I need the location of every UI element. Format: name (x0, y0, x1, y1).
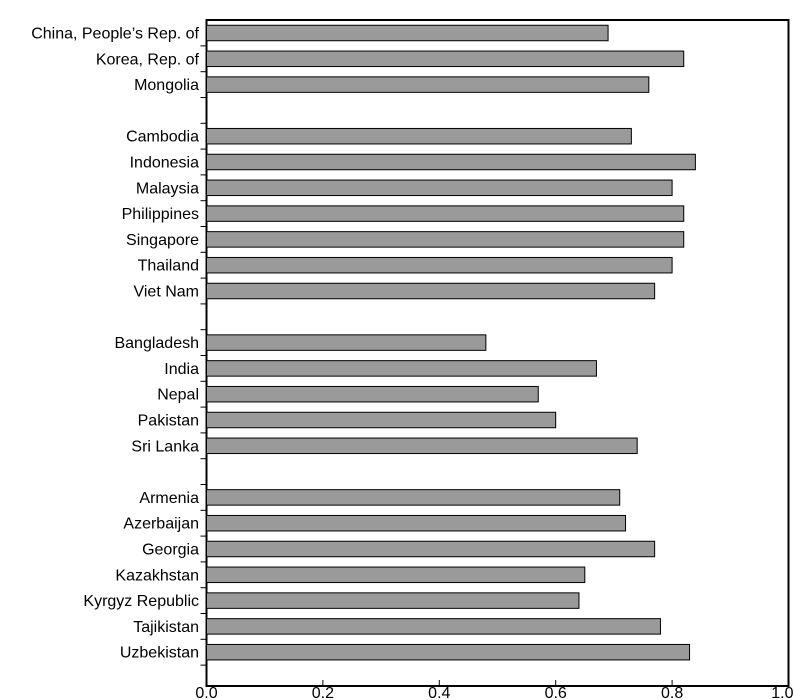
y-ticks-layer (200, 45, 207, 666)
bar-tajikistan (206, 618, 661, 635)
bar-korea-rep-of (206, 50, 685, 68)
bar-bangladesh (206, 334, 487, 351)
category-label-thailand: Thailand (138, 258, 199, 275)
x-ticks-layer: 0.0 0.2 0.4 0.6 0.8 1.0 (195, 680, 794, 700)
bar-kazakhstan (206, 566, 586, 584)
category-label-cambodia: Cambodia (126, 129, 199, 146)
bar-sri-lanka (206, 437, 638, 455)
bars-layer (206, 24, 696, 661)
x-tick-label: 0.6 (545, 685, 567, 700)
bar-kyrgyz-republic (206, 592, 580, 609)
category-label-india: India (164, 361, 199, 378)
category-label-china-people-s-rep-of: China, People’s Rep. of (31, 26, 199, 43)
bar-singapore (206, 231, 685, 248)
category-label-pakistan: Pakistan (138, 413, 199, 430)
bar-china-people-s-rep-of (206, 24, 609, 42)
category-label-uzbekistan: Uzbekistan (120, 645, 199, 662)
category-labels-layer: China, People’s Rep. of Korea, Rep. of Mon… (31, 26, 199, 662)
bar-mongolia (206, 76, 650, 93)
bar-uzbekistan (206, 643, 691, 661)
bar-philippines (206, 205, 685, 222)
category-label-malaysia: Malaysia (136, 180, 199, 197)
x-tick-label: 1.0 (771, 685, 793, 700)
bar-thailand (206, 256, 673, 274)
bar-azerbaijan (206, 514, 627, 532)
x-tick-label: 0.2 (312, 685, 334, 700)
category-label-singapore: Singapore (126, 232, 199, 249)
category-label-mongolia: Mongolia (134, 77, 199, 94)
x-tick-label: 0.4 (428, 685, 450, 700)
x-tick-label: 0.8 (661, 685, 683, 700)
bar-georgia (206, 540, 656, 558)
bar-india (206, 360, 597, 377)
category-label-indonesia: Indonesia (130, 155, 199, 172)
bar-nepal (206, 385, 539, 403)
category-label-viet-nam: Viet Nam (133, 284, 199, 301)
bar-indonesia (206, 153, 696, 171)
category-label-nepal: Nepal (157, 387, 199, 404)
category-label-sri-lanka: Sri Lanka (131, 438, 199, 455)
bar-viet-nam (206, 282, 656, 300)
bar-armenia (206, 489, 621, 506)
category-label-azerbaijan: Azerbaijan (123, 516, 199, 533)
bar-pakistan (206, 411, 557, 429)
category-label-philippines: Philippines (122, 206, 199, 223)
category-label-georgia: Georgia (142, 542, 199, 559)
bar-malaysia (206, 179, 673, 197)
plot-frame (205, 19, 790, 687)
bar-cambodia (206, 127, 632, 145)
category-label-bangladesh: Bangladesh (114, 335, 199, 352)
x-tick-label: 0.0 (195, 685, 217, 700)
category-label-tajikistan: Tajikistan (133, 619, 199, 636)
category-label-kazakhstan: Kazakhstan (115, 567, 199, 584)
category-label-korea-rep-of: Korea, Rep. of (96, 51, 200, 68)
category-label-kyrgyz-republic: Kyrgyz Republic (83, 593, 199, 610)
category-label-armenia: Armenia (139, 490, 199, 507)
